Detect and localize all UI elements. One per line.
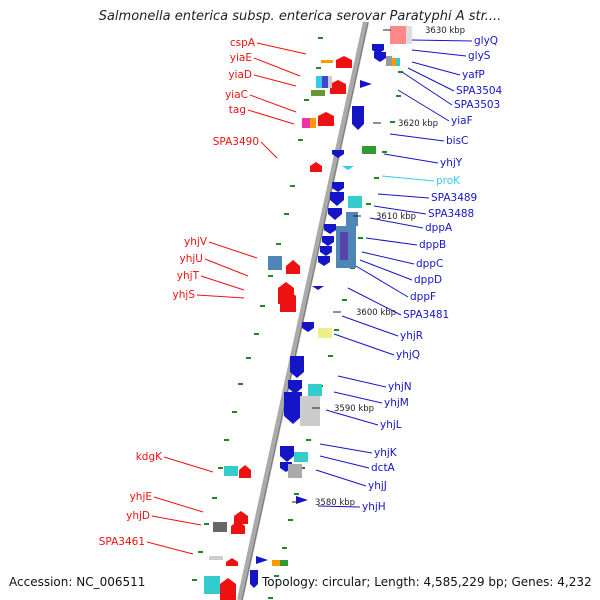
gene-label-SPA3461: SPA3461 <box>99 536 145 548</box>
gene-yhjH-arrow <box>296 496 308 504</box>
genome-backbone <box>237 21 369 600</box>
tick-label: 3580 kbp <box>315 498 355 508</box>
tick-label: 3590 kbp <box>334 404 374 414</box>
gene-label-yhjK: yhjK <box>374 447 398 459</box>
gene-label-yhjH: yhjH <box>362 501 386 513</box>
gene-label-yhjU: yhjU <box>180 253 203 265</box>
tick-label: 3630 kbp <box>425 26 465 36</box>
gene-label-tag: tag <box>229 104 246 116</box>
topology-label: Topology: circular; Length: 4,585,229 bp… <box>262 575 592 589</box>
gene-label-glyS: glyS <box>468 50 491 62</box>
gene-yhjK-arrow <box>280 446 294 462</box>
gene-label-cspA: cspA <box>230 37 256 49</box>
gene-label-dppB: dppB <box>419 239 446 251</box>
gene-yiaF-arrow <box>352 106 364 130</box>
gene-dppB-arrow <box>322 236 334 246</box>
gene-yhjE-arrow <box>234 511 248 524</box>
gene-yafP-arrow <box>360 80 372 88</box>
gene-SPA3489-arrow <box>332 182 344 192</box>
gene-SPA3461-arrow <box>226 558 238 566</box>
accession-label: Accession: NC_006511 <box>9 575 146 589</box>
gene-label-yhjM: yhjM <box>384 397 409 409</box>
gene-label-SPA3504: SPA3504 <box>456 85 503 97</box>
gene-dppC-arrow <box>320 246 332 256</box>
gene-label-dppA: dppA <box>425 222 453 234</box>
gene-yhjN-arrow <box>290 356 304 378</box>
gene-label-SPA3481: SPA3481 <box>403 309 449 321</box>
gene-kdgK-arrow <box>239 465 251 478</box>
gene-yiaD-arrow <box>330 80 346 94</box>
gene-label-dctA: dctA <box>371 462 396 474</box>
gc-skew-marks <box>192 37 403 599</box>
gene-label-glyQ: glyQ <box>474 35 498 47</box>
gene-dppA-arrow <box>324 224 336 234</box>
gene-dppD-arrow <box>318 256 330 266</box>
gene-label-yhjS: yhjS <box>173 289 196 301</box>
gene-glyQ-arrow <box>372 44 384 54</box>
gene-label-yhjE: yhjE <box>130 491 152 503</box>
right-feature-boxes <box>272 26 412 566</box>
gene-label-dppF: dppF <box>410 291 436 303</box>
gene-label-yiaC: yiaC <box>225 89 248 101</box>
gene-label-yhjL: yhjL <box>380 419 402 431</box>
gene-glyS-arrow <box>374 52 386 62</box>
tick-label: 3620 kbp <box>398 119 438 129</box>
gene-label-yhjV: yhjV <box>184 236 208 248</box>
position-ticks: 3630 kbp 3620 kbp 3610 kbp 3600 kbp 3590 kbp… <box>292 26 465 508</box>
gene-label-yhjY: yhjY <box>440 157 463 169</box>
map-title: Salmonella enterica subsp. enterica sero… <box>98 9 502 24</box>
tick-label: 3600 kbp <box>356 308 396 318</box>
gene-yhjY-arrow <box>332 150 344 158</box>
gene-label-proK: proK <box>436 175 461 187</box>
left-feature-boxes <box>204 60 333 594</box>
gene-labels: cspA yiaE yiaD yiaC tag SPA3490 yhjV yhjU yhjT yh… <box>99 35 503 555</box>
lagging-strand-features <box>250 44 386 588</box>
gene-label-yiaF: yiaF <box>451 115 473 127</box>
gene-SPA3488-arrow <box>328 208 342 220</box>
gene-label-yhjD: yhjD <box>126 510 150 522</box>
tick-label: 3610 kbp <box>376 212 416 222</box>
gene-label-yhjT: yhjT <box>177 270 200 282</box>
gene-label-yhjN: yhjN <box>388 381 412 393</box>
gene-label-SPA3488: SPA3488 <box>428 208 474 220</box>
gene-label-yiaD: yiaD <box>228 69 252 81</box>
gene-yhjR-arrow <box>302 322 314 332</box>
gene-SPA3490-arrow <box>310 162 322 172</box>
gene-proK-arrow <box>342 166 354 170</box>
gene-label-dppD: dppD <box>414 274 442 286</box>
gene-label-yiaE: yiaE <box>230 52 252 64</box>
gene-label-yhjQ: yhjQ <box>396 349 420 361</box>
gene-label-SPA3489: SPA3489 <box>431 192 477 204</box>
gene-label-SPA3490: SPA3490 <box>213 136 259 148</box>
gene-label-yhjR: yhjR <box>400 330 423 342</box>
gene-yhjL-arrow <box>284 392 302 424</box>
gene-yhjU-arrow <box>286 260 300 274</box>
gene-label-dppC: dppC <box>416 258 443 270</box>
gene-SPA3481-arrow <box>312 286 324 290</box>
gene-label-kdgK: kdgK <box>136 451 163 463</box>
gene-tag-arrow <box>318 112 334 126</box>
gene-label-yhjJ: yhjJ <box>368 480 387 492</box>
leading-strand-features <box>220 56 352 600</box>
gene-label-SPA3503: SPA3503 <box>454 99 500 111</box>
gene-label-yafP: yafP <box>462 69 485 81</box>
gene-label-bisC: bisC <box>446 135 468 147</box>
